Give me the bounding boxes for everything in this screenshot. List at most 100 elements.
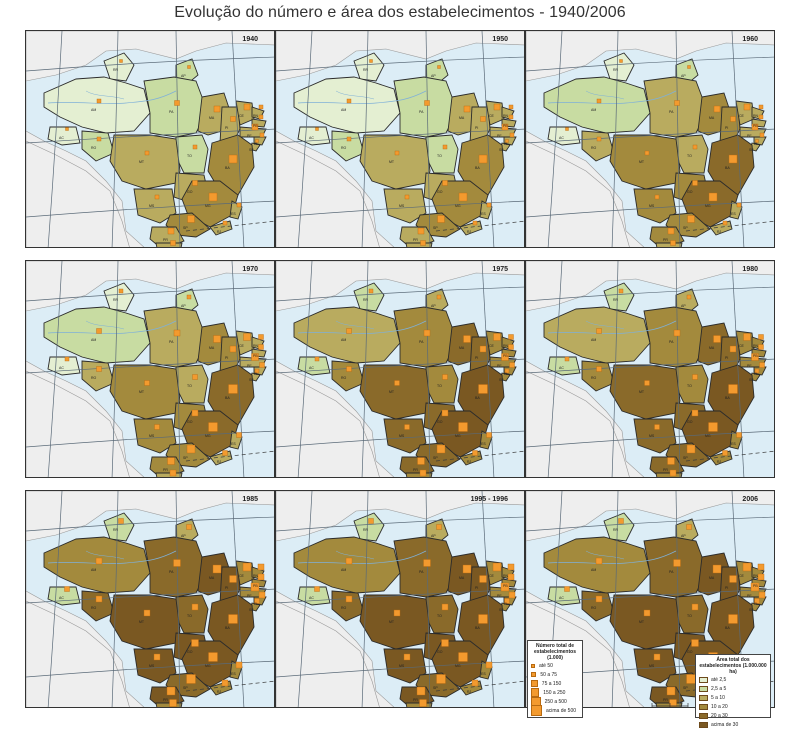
count-square-pe [501,353,509,361]
count-square-pr [417,227,425,235]
count-square-sc [169,469,177,477]
count-square-rn [258,104,264,110]
state-label: MS [399,204,405,208]
count-square-ms [153,653,161,661]
count-square-es [736,202,742,208]
state-label: TO [437,154,442,158]
state-label: BA [475,626,480,630]
legend-item: 10 a 20 [699,702,767,711]
count-square-se [505,139,509,143]
state-label: PE [497,134,502,138]
state-label: AP [681,304,686,308]
count-square-rr [368,288,374,294]
count-square-to [692,144,698,150]
state-label: AP [681,534,686,538]
count-square-mg [458,652,468,662]
state-label: MG [205,434,211,438]
count-square-pb [508,344,514,350]
state-label: AP [181,534,186,538]
count-square-rj [722,220,728,226]
count-square-se [755,139,759,143]
state-label: MG [205,204,211,208]
tropic-line [435,680,524,692]
count-square-pi [480,116,486,122]
graticule-line [481,261,495,477]
state-label: AM [341,338,346,342]
count-square-al [759,362,765,368]
state-label: RO [591,376,597,380]
graticule-line [111,261,119,477]
map-svg: AMPAMTBAMGSPPRSCRSGOMAPICERRAPACROTOMSES… [26,491,274,707]
state-label: GO [437,650,443,654]
count-square-ma [462,564,472,574]
count-square-rr [368,518,374,524]
count-square-es [485,661,493,669]
count-square-pa [424,100,430,106]
graticule-line [276,286,524,302]
graticule-line [26,128,274,144]
count-square-ap [686,294,692,300]
legend-establishments-count: Número total de estabelecimentos (1.000)… [527,640,583,718]
legend-item: acima de 30 [699,720,767,729]
state-label: AP [681,74,686,78]
count-square-ms [403,653,411,661]
count-square-sp [186,444,196,454]
count-square-ms [654,424,660,430]
state-ms [633,648,677,684]
count-square-go [691,409,699,417]
graticule-line [547,261,563,477]
state-label: MA [209,576,215,580]
panel-year: 2006 [742,496,758,503]
count-square-to [442,374,448,380]
scale-bar [650,698,690,711]
graticule-line [276,516,524,532]
count-square-rj [472,450,478,456]
state-mt [359,594,431,650]
count-square-mt [394,380,400,386]
state-label: PE [747,134,752,138]
state-label: PB [503,124,508,128]
state-label: PI [725,356,728,360]
state-am [293,536,401,594]
state-label: AC [59,366,64,370]
state-rr [103,282,135,312]
state-label: TO [687,384,692,388]
count-square-pa [423,329,431,337]
count-square-pe [251,353,259,361]
state-label: RO [341,376,347,380]
state-label: MS [649,664,655,668]
graticule-line [361,491,369,707]
state-label: MS [149,204,155,208]
count-square-rr [119,59,123,63]
legend-item: 2,5 a 5 [699,684,767,693]
legend-item-label: até 2,5 [711,676,727,683]
state-label: AL [254,602,258,606]
state-label: PI [225,356,228,360]
count-square-pe [751,123,759,131]
map-panel: AMPAMTBAMGSPPRSCRSGOMAPICERRAPACROTOMSES… [525,260,775,478]
state-ro [331,590,365,622]
state-label: MT [139,160,145,164]
legend-item-label: 20 a 30 [711,712,728,719]
count-square-ms [653,653,661,661]
state-label: RJ [717,460,722,464]
state-mg [431,640,489,688]
count-square-al [509,362,515,368]
state-label: RN [753,344,759,348]
count-square-pb [758,114,764,120]
count-square-ma [213,335,221,343]
state-label: CE [739,344,745,348]
state-label: BA [225,396,230,400]
state-label: ES [481,672,486,676]
count-square-es [235,661,243,669]
count-square-mg [708,192,718,202]
state-label: AP [431,74,436,78]
state-label: PA [669,570,674,574]
tropic-line [435,220,524,232]
count-square-pb [507,573,515,581]
graticule-line [26,200,274,218]
state-label: BA [725,396,730,400]
count-square-ap [436,524,442,530]
river-negro [585,320,625,330]
state-label: GO [687,420,693,424]
